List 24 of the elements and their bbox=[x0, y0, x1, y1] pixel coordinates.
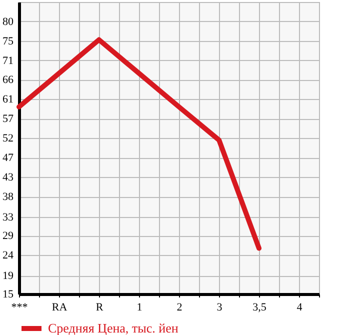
y-tick-label: 19 bbox=[2, 270, 14, 282]
y-tick-label: 57 bbox=[2, 113, 14, 126]
x-tick-label: R bbox=[96, 302, 104, 314]
y-tick-label: 29 bbox=[2, 230, 14, 242]
x-tick-label: 4 bbox=[296, 302, 303, 314]
x-tick-label: 3,5 bbox=[252, 302, 267, 314]
x-tick-label: RA bbox=[52, 302, 68, 314]
y-tick-label: 80 bbox=[2, 16, 14, 28]
legend-label: Средняя Цена, тыс. йен bbox=[48, 320, 178, 335]
y-tick-label: 33 bbox=[2, 211, 14, 224]
y-tick-label: 52 bbox=[2, 132, 14, 145]
y-tick-label: 47 bbox=[2, 152, 14, 164]
y-tick-label: 24 bbox=[2, 250, 14, 262]
y-tick-label: 38 bbox=[2, 191, 14, 204]
x-tick-label: 1 bbox=[136, 302, 142, 314]
y-tick-label: 15 bbox=[2, 288, 14, 300]
y-tick-label: 71 bbox=[2, 54, 14, 67]
x-tick-label: *** bbox=[11, 302, 28, 314]
y-tick-label: 43 bbox=[2, 172, 14, 184]
y-tick-label: 61 bbox=[2, 94, 14, 106]
x-tick-label: 2 bbox=[176, 302, 182, 314]
y-tick-label: 75 bbox=[2, 35, 14, 48]
x-tick-label: 3 bbox=[216, 302, 223, 314]
y-tick-label: 66 bbox=[2, 74, 14, 86]
